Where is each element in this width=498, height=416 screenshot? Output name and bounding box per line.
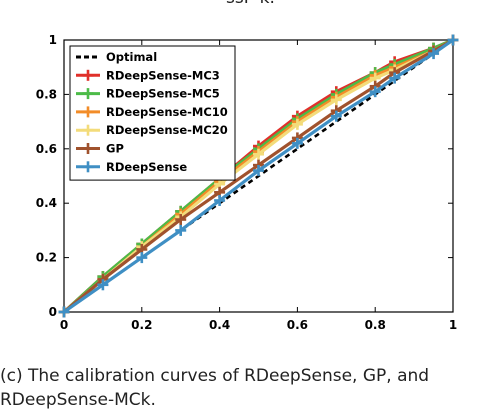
axis-ticks: 0 0.2 0.4 0.6 0.8 1 0 0.2 0.4 0.6 0.8 1	[36, 33, 457, 332]
y-tick-label: 0	[49, 305, 57, 319]
caption-line-2: RDeepSense-MCk.	[0, 390, 156, 410]
series-optimal	[63, 38, 454, 314]
x-tick-label: 0.4	[209, 318, 230, 332]
legend-label: Optimal	[106, 50, 157, 64]
plot-area: 0 0.2 0.4 0.6 0.8 1 0 0.2 0.4 0.6 0.8 1 Optimal RDee…	[36, 33, 459, 332]
legend-label: RDeepSense-MC3	[106, 68, 220, 82]
series-line	[62, 38, 454, 314]
y-tick-label: 0.4	[36, 196, 57, 210]
legend-label: RDeepSense-MC20	[106, 123, 228, 137]
legend: Optimal RDeepSense-MC3 RDeepSense-MC5 RDeep…	[69, 45, 236, 181]
series-line	[63, 38, 454, 314]
x-tick-label: 0	[60, 318, 68, 332]
series-layer	[58, 34, 459, 318]
series-line	[62, 38, 454, 314]
x-tick-label: 0.8	[365, 318, 386, 332]
y-tick-label: 0.6	[36, 142, 57, 156]
x-tick-label: 0.6	[287, 318, 308, 332]
caption-line-1: (c) The calibration curves of RDeepSense…	[0, 366, 430, 386]
y-tick-label: 0.8	[36, 87, 57, 101]
series-line	[63, 38, 454, 314]
calibration-chart: 0 0.2 0.4 0.6 0.8 1 0 0.2 0.4 0.6 0.8 1 Optimal RDee…	[36, 33, 459, 332]
legend-label: GP	[106, 142, 124, 156]
plot-frame	[63, 39, 454, 313]
y-tick-label: 0.2	[36, 251, 57, 265]
caption-fragment-top: ssF-k.	[226, 0, 275, 8]
legend-label: RDeepSense-MC5	[106, 87, 220, 101]
series-line	[62, 38, 454, 314]
x-tick-label: 1	[449, 318, 457, 332]
y-tick-label: 1	[49, 33, 57, 47]
series-rdeepsense	[58, 34, 459, 318]
legend-label: RDeepSense	[106, 160, 187, 174]
legend-label: RDeepSense-MC10	[106, 105, 228, 119]
x-tick-label: 0.2	[131, 318, 152, 332]
figure-caption: (c) The calibration curves of RDeepSense…	[0, 364, 498, 412]
